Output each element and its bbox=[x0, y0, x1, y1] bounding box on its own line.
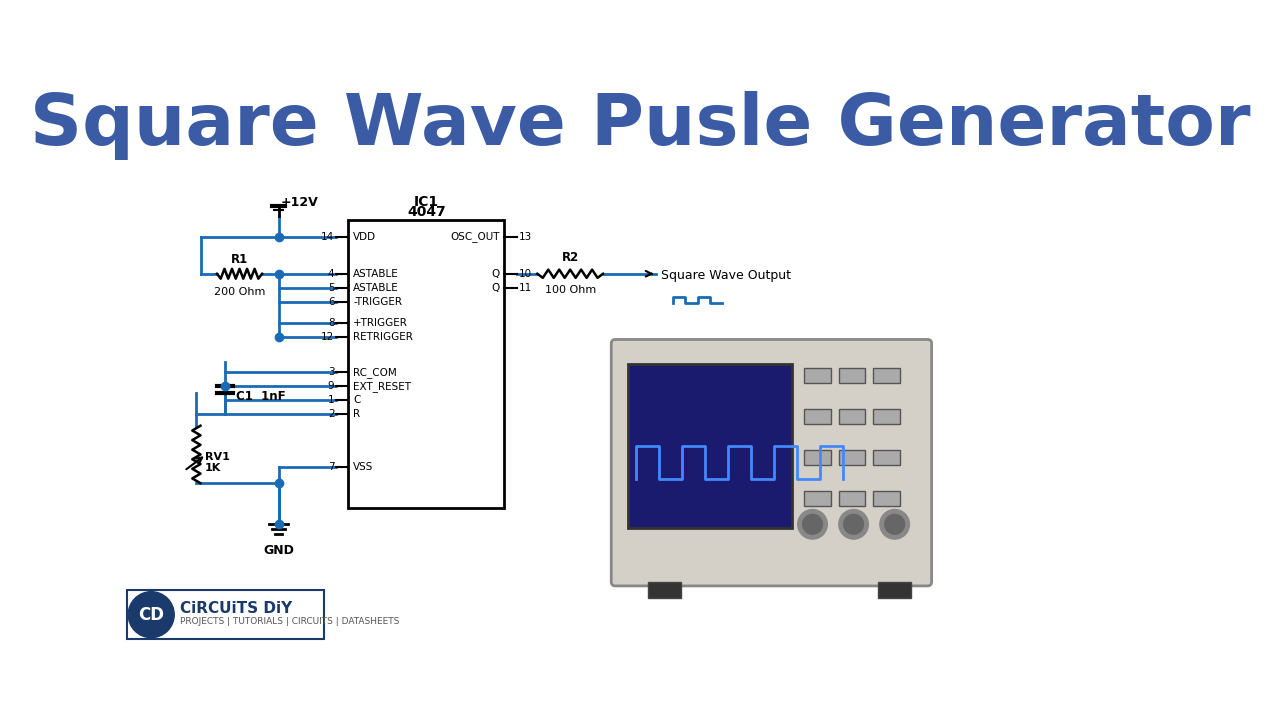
Text: IC1: IC1 bbox=[413, 195, 439, 210]
Circle shape bbox=[844, 514, 864, 534]
Text: Square Wave Output: Square Wave Output bbox=[660, 269, 791, 282]
Bar bbox=[804, 492, 831, 506]
Bar bbox=[348, 220, 504, 508]
Text: VSS: VSS bbox=[353, 462, 374, 472]
Text: 200 Ohm: 200 Ohm bbox=[214, 287, 265, 297]
Text: 2: 2 bbox=[328, 409, 334, 419]
Text: 7: 7 bbox=[328, 462, 334, 472]
Text: R1: R1 bbox=[230, 253, 248, 266]
Bar bbox=[648, 582, 681, 598]
Text: GND: GND bbox=[264, 544, 294, 557]
Text: 14: 14 bbox=[321, 232, 334, 242]
Text: EXT_RESET: EXT_RESET bbox=[353, 381, 411, 392]
Bar bbox=[627, 364, 792, 528]
Text: 12: 12 bbox=[321, 332, 334, 342]
Bar bbox=[804, 368, 831, 383]
Bar bbox=[873, 451, 900, 465]
Text: VDD: VDD bbox=[353, 232, 376, 242]
Text: 4047: 4047 bbox=[407, 205, 445, 219]
Text: +TRIGGER: +TRIGGER bbox=[353, 318, 408, 328]
Circle shape bbox=[879, 510, 910, 539]
Text: 8: 8 bbox=[328, 318, 334, 328]
Text: C: C bbox=[353, 395, 361, 405]
Text: 6: 6 bbox=[328, 297, 334, 307]
Text: C1  1nF: C1 1nF bbox=[236, 390, 285, 402]
Text: 9: 9 bbox=[328, 382, 334, 391]
Text: 10: 10 bbox=[518, 269, 531, 279]
Bar bbox=[873, 368, 900, 383]
Text: 13: 13 bbox=[518, 232, 531, 242]
Circle shape bbox=[838, 510, 868, 539]
Text: Q: Q bbox=[492, 269, 499, 279]
Bar bbox=[804, 409, 831, 424]
Text: 4: 4 bbox=[328, 269, 334, 279]
Text: CiRCUiTS DiY: CiRCUiTS DiY bbox=[180, 600, 292, 616]
Text: 3: 3 bbox=[328, 367, 334, 377]
Bar bbox=[878, 582, 911, 598]
Circle shape bbox=[128, 592, 174, 638]
Text: ASTABLE: ASTABLE bbox=[353, 269, 399, 279]
Text: 100 Ohm: 100 Ohm bbox=[544, 285, 595, 295]
Text: RETRIGGER: RETRIGGER bbox=[353, 332, 413, 342]
Bar bbox=[873, 492, 900, 506]
Text: CD: CD bbox=[138, 606, 164, 624]
Bar bbox=[838, 409, 865, 424]
Circle shape bbox=[803, 514, 822, 534]
Bar bbox=[838, 451, 865, 465]
Bar bbox=[838, 492, 865, 506]
Text: Q̄: Q̄ bbox=[492, 283, 499, 293]
Text: R: R bbox=[353, 409, 361, 419]
Circle shape bbox=[884, 514, 905, 534]
Text: 5: 5 bbox=[328, 283, 334, 293]
Bar bbox=[838, 368, 865, 383]
Text: Square Wave Pusle Generator: Square Wave Pusle Generator bbox=[29, 91, 1251, 161]
Text: 1: 1 bbox=[328, 395, 334, 405]
Text: R2: R2 bbox=[562, 251, 579, 264]
FancyBboxPatch shape bbox=[612, 339, 932, 586]
Text: ASTABLE: ASTABLE bbox=[353, 283, 399, 293]
Text: OSC_OUT: OSC_OUT bbox=[451, 231, 499, 242]
Text: +12V: +12V bbox=[282, 196, 319, 209]
Bar bbox=[127, 590, 324, 639]
Bar bbox=[804, 451, 831, 465]
Text: -TRIGGER: -TRIGGER bbox=[353, 297, 402, 307]
Text: RV1
1K: RV1 1K bbox=[205, 452, 229, 474]
Text: 11: 11 bbox=[518, 283, 531, 293]
Text: RC_COM: RC_COM bbox=[353, 367, 397, 378]
Bar bbox=[873, 409, 900, 424]
Circle shape bbox=[797, 510, 827, 539]
Text: PROJECTS | TUTORIALS | CIRCUITS | DATASHEETS: PROJECTS | TUTORIALS | CIRCUITS | DATASH… bbox=[180, 617, 399, 626]
